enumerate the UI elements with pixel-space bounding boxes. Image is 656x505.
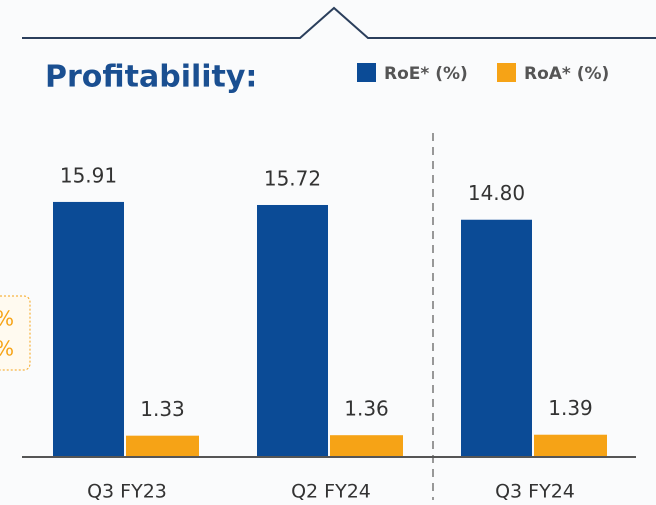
data-label: 14.80 [468,181,525,205]
legend-label: RoE* (%) [384,64,468,84]
bar [257,204,328,457]
legend-label: RoA* (%) [524,64,609,84]
bar [461,219,532,457]
data-label: 1.36 [344,397,389,421]
chart-title: Profitability: [45,60,257,95]
legend-swatch [357,63,376,82]
header-line [22,6,656,39]
side-note: 3% [0,307,14,331]
bar [330,435,403,457]
data-label: 15.72 [264,166,321,190]
legend-swatch [497,63,516,82]
bar [534,434,607,457]
x-tick-label: Q2 FY24 [291,481,371,503]
data-label: 1.33 [140,397,185,421]
x-tick-label: Q3 FY23 [87,481,167,503]
bar [53,201,124,457]
side-note: % [0,337,14,361]
side-note-box [0,295,31,371]
data-label: 15.91 [60,163,117,187]
x-tick-label: Q3 FY24 [495,481,575,503]
bar [126,435,199,457]
data-label: 1.39 [548,396,593,420]
